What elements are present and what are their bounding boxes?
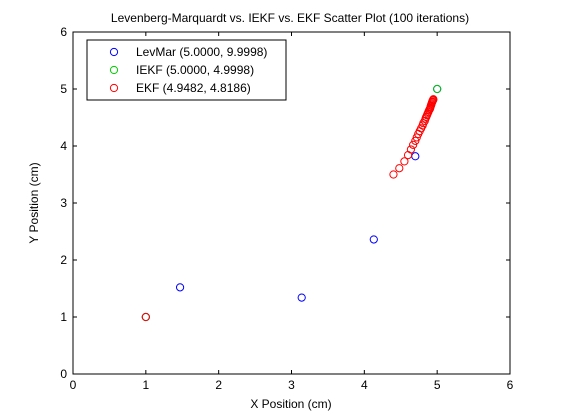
- y-axis-title: Y Position (cm): [27, 162, 41, 243]
- legend-label: IEKF (5.0000, 4.9998): [136, 63, 254, 77]
- data-point-series-3: [400, 157, 409, 166]
- legend-marker: [109, 83, 119, 93]
- x-tick-label: 2: [215, 378, 222, 392]
- y-tick-label: 4: [60, 139, 67, 153]
- data-point-series-3: [406, 145, 416, 154]
- data-point-series-3: [429, 95, 438, 104]
- y-tick-label: 3: [60, 196, 67, 210]
- x-tick-label: 1: [142, 378, 149, 392]
- data-point-series-1: [297, 293, 306, 302]
- data-point-series-3: [141, 312, 150, 322]
- legend-label: LevMar (5.0000, 9.9998): [136, 45, 267, 59]
- y-tick-label: 5: [60, 82, 67, 96]
- data-point-series-1: [175, 283, 185, 292]
- legend: LevMar (5.0000, 9.9998) IEKF (5.0000, 4.9…: [86, 39, 287, 101]
- data-point-series-3: [409, 140, 418, 149]
- x-tick-label: 0: [70, 378, 77, 392]
- y-tick-label: 0: [60, 367, 67, 381]
- data-point-series-3: [389, 170, 398, 179]
- y-tick-label: 2: [60, 253, 67, 267]
- data-point-series-3: [395, 164, 404, 173]
- x-tick-label: 4: [361, 378, 368, 392]
- x-axis-title: X Position (cm): [250, 397, 331, 411]
- axis-ticks: 0 1 2 3 4 5 6 0 1 2 3 4 5 6: [60, 25, 513, 392]
- x-tick-label: 5: [434, 378, 441, 392]
- data-points: [141, 84, 442, 322]
- legend-marker: [109, 47, 119, 57]
- x-tick-label: 6: [507, 378, 514, 392]
- data-point-series-2: [433, 84, 442, 94]
- chart-title: Levenberg-Marquardt vs. IEKF vs. EKF Sca…: [111, 11, 469, 25]
- legend-label: EKF (4.9482, 4.8186): [136, 81, 251, 95]
- legend-marker: [109, 65, 119, 75]
- legend-box: [86, 39, 287, 101]
- x-tick-label: 3: [288, 378, 295, 392]
- y-tick-label: 6: [60, 25, 67, 39]
- y-tick-label: 1: [60, 310, 67, 324]
- data-point-series-1: [369, 235, 378, 244]
